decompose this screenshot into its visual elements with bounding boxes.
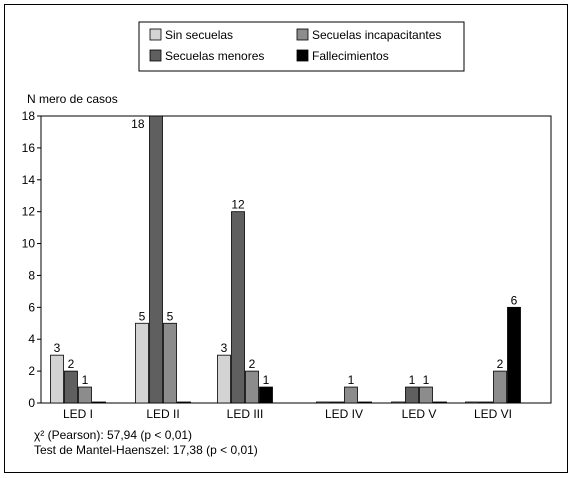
bar xyxy=(78,386,92,404)
bar xyxy=(465,401,479,404)
legend-swatch xyxy=(149,28,162,41)
bar xyxy=(358,401,372,404)
chart-frame xyxy=(4,4,568,473)
data-label: 1 xyxy=(82,373,89,387)
legend-label: Secuelas menores xyxy=(165,49,264,63)
bar xyxy=(135,322,149,404)
data-label: 1 xyxy=(423,373,430,387)
bar xyxy=(344,386,358,404)
x-tick-label: LED II xyxy=(146,407,179,421)
y-tick-label: 2 xyxy=(28,364,35,378)
data-label: 12 xyxy=(231,198,245,212)
bar xyxy=(245,370,259,404)
y-tick-label: 16 xyxy=(22,141,36,155)
bar xyxy=(405,386,419,404)
legend-swatch xyxy=(149,49,162,62)
data-label: 5 xyxy=(139,309,146,323)
y-tick-label: 12 xyxy=(22,205,36,219)
bar xyxy=(507,306,521,404)
y-tick-label: 14 xyxy=(22,173,36,187)
bar xyxy=(419,386,433,404)
x-tick-label: LED I xyxy=(63,407,93,421)
bar xyxy=(50,354,64,404)
plot-area xyxy=(40,115,552,404)
bar xyxy=(217,354,231,404)
data-label: 3 xyxy=(221,341,228,355)
bar xyxy=(493,370,507,404)
legend-label: Sin secuelas xyxy=(165,28,233,42)
bar xyxy=(231,211,245,404)
bar xyxy=(391,401,405,404)
bar xyxy=(149,115,163,404)
x-tick-label: LED IV xyxy=(325,407,363,421)
legend-label: Fallecimientos xyxy=(312,49,389,63)
bar xyxy=(330,401,344,404)
x-tick-label: LED III xyxy=(227,407,264,421)
bar xyxy=(479,401,493,404)
data-label: 2 xyxy=(68,357,75,371)
mantel-haenszel-text: Test de Mantel-Haenszel: 17,38 (p < 0,01… xyxy=(34,443,258,457)
pearson-chi-square-text: χ² (Pearson): 57,94 (p < 0,01) xyxy=(34,428,193,442)
data-label: 6 xyxy=(511,293,518,307)
data-label: 1 xyxy=(348,373,355,387)
data-label: 18 xyxy=(131,117,145,131)
y-axis-title: N mero de casos xyxy=(27,92,118,106)
data-label: 1 xyxy=(263,373,270,387)
data-label: 5 xyxy=(167,309,174,323)
bar xyxy=(259,386,273,404)
statistics-notes: χ² (Pearson): 57,94 (p < 0,01) Test de M… xyxy=(34,428,258,458)
x-tick-label: LED VI xyxy=(474,407,512,421)
bar xyxy=(64,370,78,404)
legend-label: Secuelas incapacitantes xyxy=(312,28,441,42)
y-tick-label: 8 xyxy=(28,268,35,282)
y-tick-label: 18 xyxy=(22,109,36,123)
bar xyxy=(433,401,447,404)
x-tick-label: LED V xyxy=(402,407,437,421)
y-tick-label: 6 xyxy=(28,300,35,314)
bar xyxy=(163,322,177,404)
y-tick-label: 4 xyxy=(28,332,35,346)
legend-swatch xyxy=(296,49,309,62)
legend-swatch xyxy=(296,28,309,41)
bar xyxy=(177,401,191,404)
y-tick-label: 10 xyxy=(22,237,36,251)
data-label: 2 xyxy=(249,357,256,371)
data-label: 1 xyxy=(409,373,416,387)
data-label: 3 xyxy=(54,341,61,355)
bar xyxy=(92,401,106,404)
bar xyxy=(316,401,330,404)
data-label: 2 xyxy=(497,357,504,371)
y-tick-label: 0 xyxy=(28,396,35,410)
